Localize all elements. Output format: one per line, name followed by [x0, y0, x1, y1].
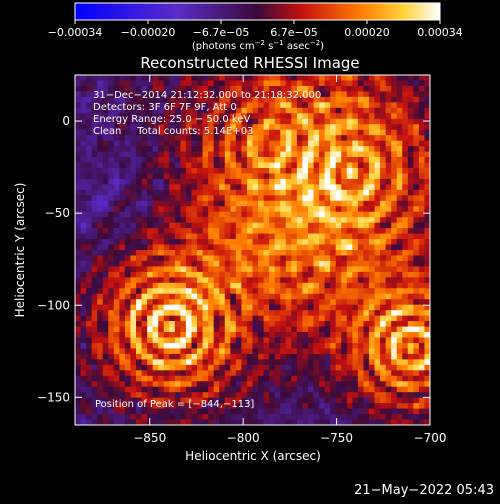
info-line-detectors: Detectors: 3F 6F 7F 9F, Att 0 — [93, 102, 237, 113]
y-axis-label: Heliocentric Y (arcsec) — [13, 183, 27, 318]
x-tick-label: −750 — [320, 431, 353, 445]
timestamp: 21−May−2022 05:43 — [354, 483, 494, 498]
colorbar-tick-label: −0.00034 — [48, 26, 103, 39]
info-line-time: 31−Dec−2014 21:12:32.000 to 21:18:32.000 — [93, 90, 321, 101]
peak-position-label: Position of Peak = [−844,−113] — [95, 399, 254, 410]
hxr-image — [75, 75, 430, 425]
y-tick-label: −150 — [37, 390, 70, 404]
info-line-counts: Clean Total counts: 5.14E+03 — [93, 126, 253, 137]
x-axis-label: Heliocentric X (arcsec) — [185, 449, 321, 463]
y-tick-label: −50 — [45, 206, 70, 220]
y-tick-label: −100 — [37, 298, 70, 312]
colorbar-tick-label: 6.7e−05 — [270, 26, 317, 39]
info-line-energy: Energy Range: 25.0 − 50.0 keV — [93, 114, 250, 125]
colorbar-unit-label: (photons cm−2 s−1 asec−2) — [192, 39, 324, 52]
colorbar-tick-marks — [74, 20, 441, 24]
colorbar-tick-label: −0.00020 — [121, 26, 176, 39]
x-tick-label: −700 — [414, 431, 447, 445]
colorbar — [74, 2, 441, 21]
colorbar-tick-label: −6.7e−05 — [193, 26, 250, 39]
plot-frame — [74, 74, 431, 426]
plot-title: Reconstructed RHESSI Image — [140, 54, 359, 72]
x-tick-label: −800 — [227, 431, 260, 445]
y-tick-label: 0 — [62, 114, 70, 128]
colorbar-tick-label: 0.00034 — [417, 26, 463, 39]
x-tick-label: −850 — [133, 431, 166, 445]
colorbar-tick-label: 0.00020 — [344, 26, 390, 39]
